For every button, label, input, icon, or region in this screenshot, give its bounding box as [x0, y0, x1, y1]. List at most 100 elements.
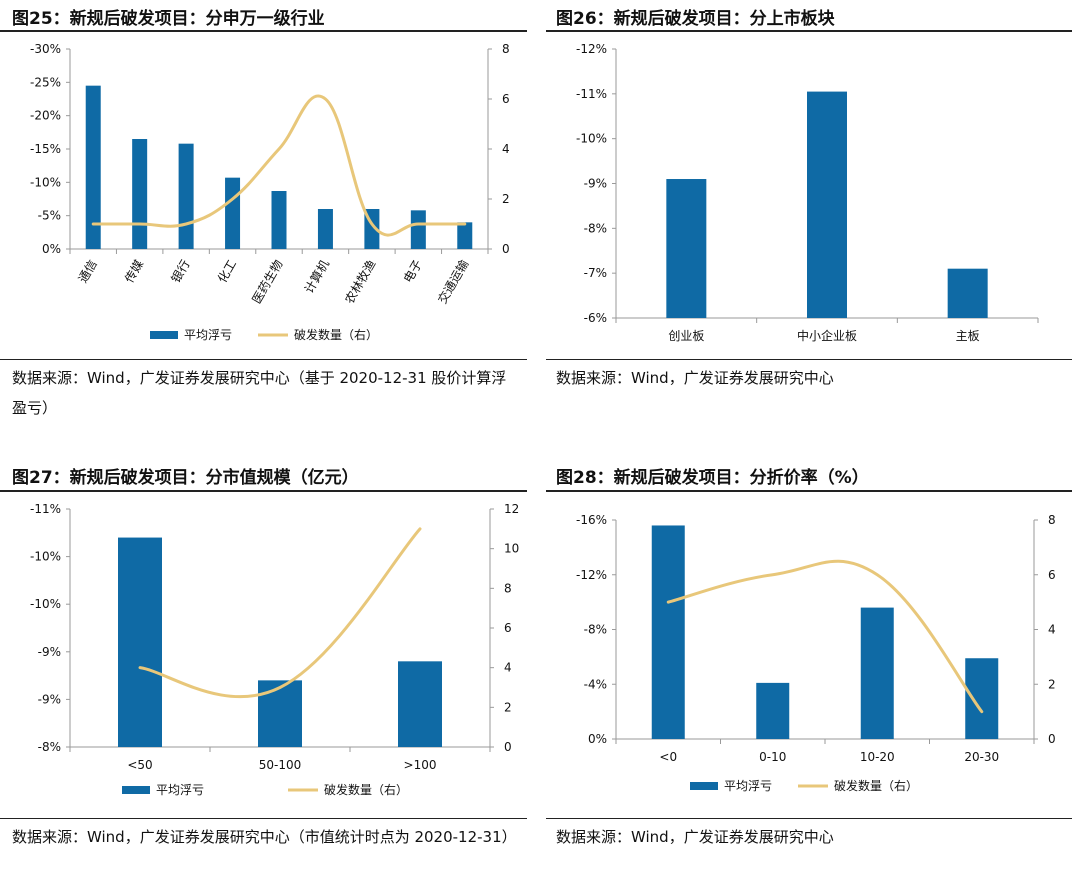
- y-left-tick-label: -16%: [576, 513, 607, 527]
- y-right-tick-label: 0: [1048, 732, 1056, 746]
- bar: [410, 210, 426, 249]
- y-right-tick-label: 2: [502, 192, 510, 206]
- x-category-label: 中小企业板: [797, 328, 857, 343]
- bar: [178, 143, 194, 249]
- source-note: 数据来源：Wind，广发证券发展研究中心: [556, 828, 834, 846]
- y-left-tick-label: -11%: [30, 502, 61, 516]
- y-left-tick-label: -8%: [584, 623, 607, 637]
- x-category-label: 10-20: [860, 750, 895, 764]
- panel-title-fig27: 图27：新规后破发项目：分市值规模（亿元）: [12, 468, 359, 488]
- bar: [807, 91, 847, 318]
- source-note: 数据来源：Wind，广发证券发展研究中心: [556, 369, 834, 387]
- bar: [258, 680, 302, 747]
- x-category-label: <0: [659, 750, 677, 764]
- y-left-tick-label: -12%: [576, 42, 607, 56]
- y-left-tick-label: -8%: [584, 221, 607, 235]
- y-right-tick-label: 4: [1048, 623, 1056, 637]
- bar: [651, 525, 685, 739]
- x-category-label: 医药生物: [249, 258, 285, 307]
- legend-bar-label: 平均浮亏: [184, 328, 232, 342]
- bar: [317, 209, 333, 249]
- bar: [132, 139, 148, 249]
- y-right-tick-label: 0: [502, 242, 510, 256]
- y-left-tick-label: -20%: [30, 109, 61, 123]
- source-note: 数据来源：Wind，广发证券发展研究中心（市值统计时点为 2020-12-31）: [12, 828, 517, 846]
- series-line: [91, 94, 467, 237]
- series-line: [666, 559, 984, 714]
- y-left-tick-label: -10%: [576, 132, 607, 146]
- title-rule: [546, 30, 1072, 32]
- x-category-label: 20-30: [964, 750, 999, 764]
- y-left-tick-label: -6%: [584, 311, 607, 325]
- y-left-tick-label: -10%: [30, 550, 61, 564]
- y-right-tick-label: 6: [1048, 568, 1056, 582]
- y-left-tick-label: -9%: [38, 692, 61, 706]
- x-category-label: 通信: [76, 258, 100, 286]
- y-right-tick-label: 8: [502, 42, 510, 56]
- x-category-label: 计算机: [301, 257, 332, 296]
- y-left-tick-label: -30%: [30, 42, 61, 56]
- y-left-tick-label: -12%: [576, 568, 607, 582]
- y-right-tick-label: 4: [502, 142, 510, 156]
- y-left-tick-label: -15%: [30, 142, 61, 156]
- bar: [398, 661, 442, 747]
- legend-line-label: 破发数量（右）: [324, 782, 408, 797]
- source-rule: [546, 359, 1072, 360]
- y-right-tick-label: 8: [504, 581, 512, 595]
- panel-title-fig26: 图26：新规后破发项目：分上市板块: [556, 9, 835, 29]
- bar: [860, 607, 894, 739]
- title-rule: [0, 30, 527, 32]
- y-left-tick-label: -9%: [584, 177, 607, 191]
- x-category-label: >100: [404, 758, 437, 772]
- panel-title-fig28: 图28：新规后破发项目：分折价率（%）: [556, 468, 869, 488]
- legend-line-label: 破发数量（右）: [834, 778, 918, 793]
- bar: [666, 179, 707, 318]
- bar: [271, 191, 287, 249]
- source-rule: [0, 818, 527, 819]
- y-left-tick-label: -11%: [576, 87, 607, 101]
- y-right-tick-label: 0: [504, 740, 512, 754]
- bar: [85, 85, 101, 249]
- y-left-tick-label: -25%: [30, 75, 61, 89]
- x-category-label: <50: [127, 758, 152, 772]
- x-category-label: 交通运输: [434, 257, 471, 306]
- bar: [947, 268, 988, 318]
- x-category-label: 电子: [401, 258, 425, 286]
- y-left-tick-label: -4%: [584, 677, 607, 691]
- x-category-label: 银行: [169, 258, 193, 286]
- x-category-label: 传媒: [121, 257, 146, 285]
- source-rule: [0, 359, 527, 360]
- legend-bar-swatch: [122, 786, 150, 794]
- chart-industry: -30% -25% -20% -15% -10% -5% 0% 8 6 4 2 0 通信 传媒 银行 化工 医药…: [30, 42, 510, 342]
- source-rule: [546, 818, 1072, 819]
- y-left-tick-label: -10%: [30, 175, 61, 189]
- y-left-tick-label: 0%: [588, 732, 607, 746]
- chart-discount-rate: -16% -12% -8% -4% 0% 8 6 4 2 0 <0 0-10 10-20 20-30 平均浮…: [576, 513, 1056, 793]
- title-rule: [0, 490, 527, 492]
- legend-bar-label: 平均浮亏: [156, 783, 204, 797]
- series-line: [138, 527, 422, 699]
- x-category-label: 农林牧渔: [342, 258, 378, 307]
- y-right-tick-label: 6: [504, 621, 512, 635]
- chart-board: -12% -11% -10% -9% -8% -7% -6% 创业板 中小企业板 主板: [576, 42, 1039, 343]
- y-right-tick-label: 4: [504, 661, 512, 675]
- bar: [225, 177, 241, 249]
- y-right-tick-label: 12: [504, 502, 519, 516]
- bar: [118, 537, 162, 747]
- y-right-tick-label: 8: [1048, 513, 1056, 527]
- legend-bar-swatch: [150, 331, 178, 339]
- x-category-label: 主板: [956, 329, 980, 343]
- legend-line-label: 破发数量（右）: [294, 327, 378, 342]
- y-left-tick-label: -5%: [38, 209, 61, 223]
- title-rule: [546, 490, 1072, 492]
- y-right-tick-label: 6: [502, 92, 510, 106]
- panel-title-fig25: 图25：新规后破发项目：分申万一级行业: [12, 9, 325, 29]
- x-category-label: 50-100: [259, 758, 302, 772]
- x-category-label: 0-10: [759, 750, 786, 764]
- y-left-tick-label: -10%: [30, 597, 61, 611]
- bar: [965, 658, 999, 739]
- y-left-tick-label: 0%: [42, 242, 61, 256]
- x-category-label: 创业板: [668, 329, 704, 343]
- bar: [457, 222, 473, 249]
- y-left-tick-label: -7%: [584, 266, 607, 280]
